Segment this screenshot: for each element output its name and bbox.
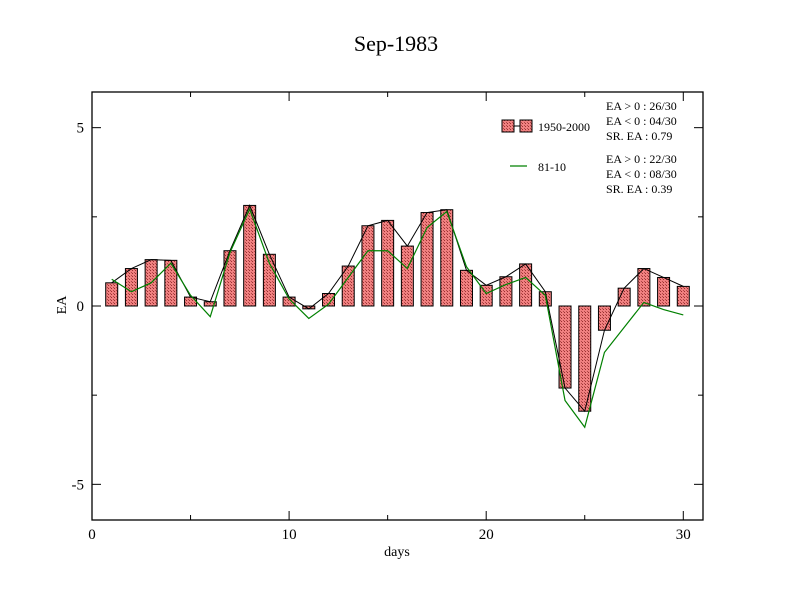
legend-stat-81-10: SR. EA : 0.39: [606, 182, 672, 196]
legend-stat-1950-2000: SR. EA : 0.79: [606, 129, 672, 143]
bar-1950-2000: [597, 305, 611, 331]
y-tick-label: -5: [72, 477, 85, 493]
y-axis-label: EA: [55, 295, 70, 315]
legend-bar-1950-2000: [501, 119, 515, 133]
series-line-1950-2000: [111, 204, 684, 413]
bar-1950-2000: [381, 219, 395, 307]
bar-1950-2000: [637, 268, 651, 307]
bar-1950-2000: [676, 285, 690, 307]
bar-1950-2000: [420, 212, 434, 307]
x-tick-label: 10: [282, 527, 297, 543]
x-axis-label: days: [384, 545, 410, 560]
bar-1950-2000: [361, 225, 375, 307]
y-tick-label: 0: [77, 299, 85, 315]
bar-1950-2000: [105, 282, 119, 307]
bar-1950-2000: [657, 276, 671, 307]
legend-stat-1950-2000: EA > 0 : 26/30: [606, 99, 677, 113]
legend-label-81-10: 81-10: [538, 160, 566, 174]
bar-1950-2000: [223, 250, 237, 307]
chart-title: Sep-1983: [354, 31, 438, 56]
bar-1950-2000: [459, 269, 473, 307]
bar-1950-2000: [499, 276, 513, 307]
legend-bar-1950-2000: [519, 119, 533, 133]
legend-stat-81-10: EA < 0 : 08/30: [606, 167, 677, 181]
legend-label-1950-2000: 1950-2000: [538, 120, 590, 134]
legend-stat-1950-2000: EA < 0 : 04/30: [606, 114, 677, 128]
x-tick-label: 30: [676, 527, 691, 543]
bar-1950-2000: [400, 245, 414, 307]
x-tick-label: 0: [88, 527, 96, 543]
series-line-81-10: [111, 207, 684, 429]
x-tick-label: 20: [479, 527, 494, 543]
y-tick-label: 5: [77, 121, 85, 137]
bar-1950-2000: [124, 268, 138, 307]
legend-stat-81-10: EA > 0 : 22/30: [606, 152, 677, 166]
